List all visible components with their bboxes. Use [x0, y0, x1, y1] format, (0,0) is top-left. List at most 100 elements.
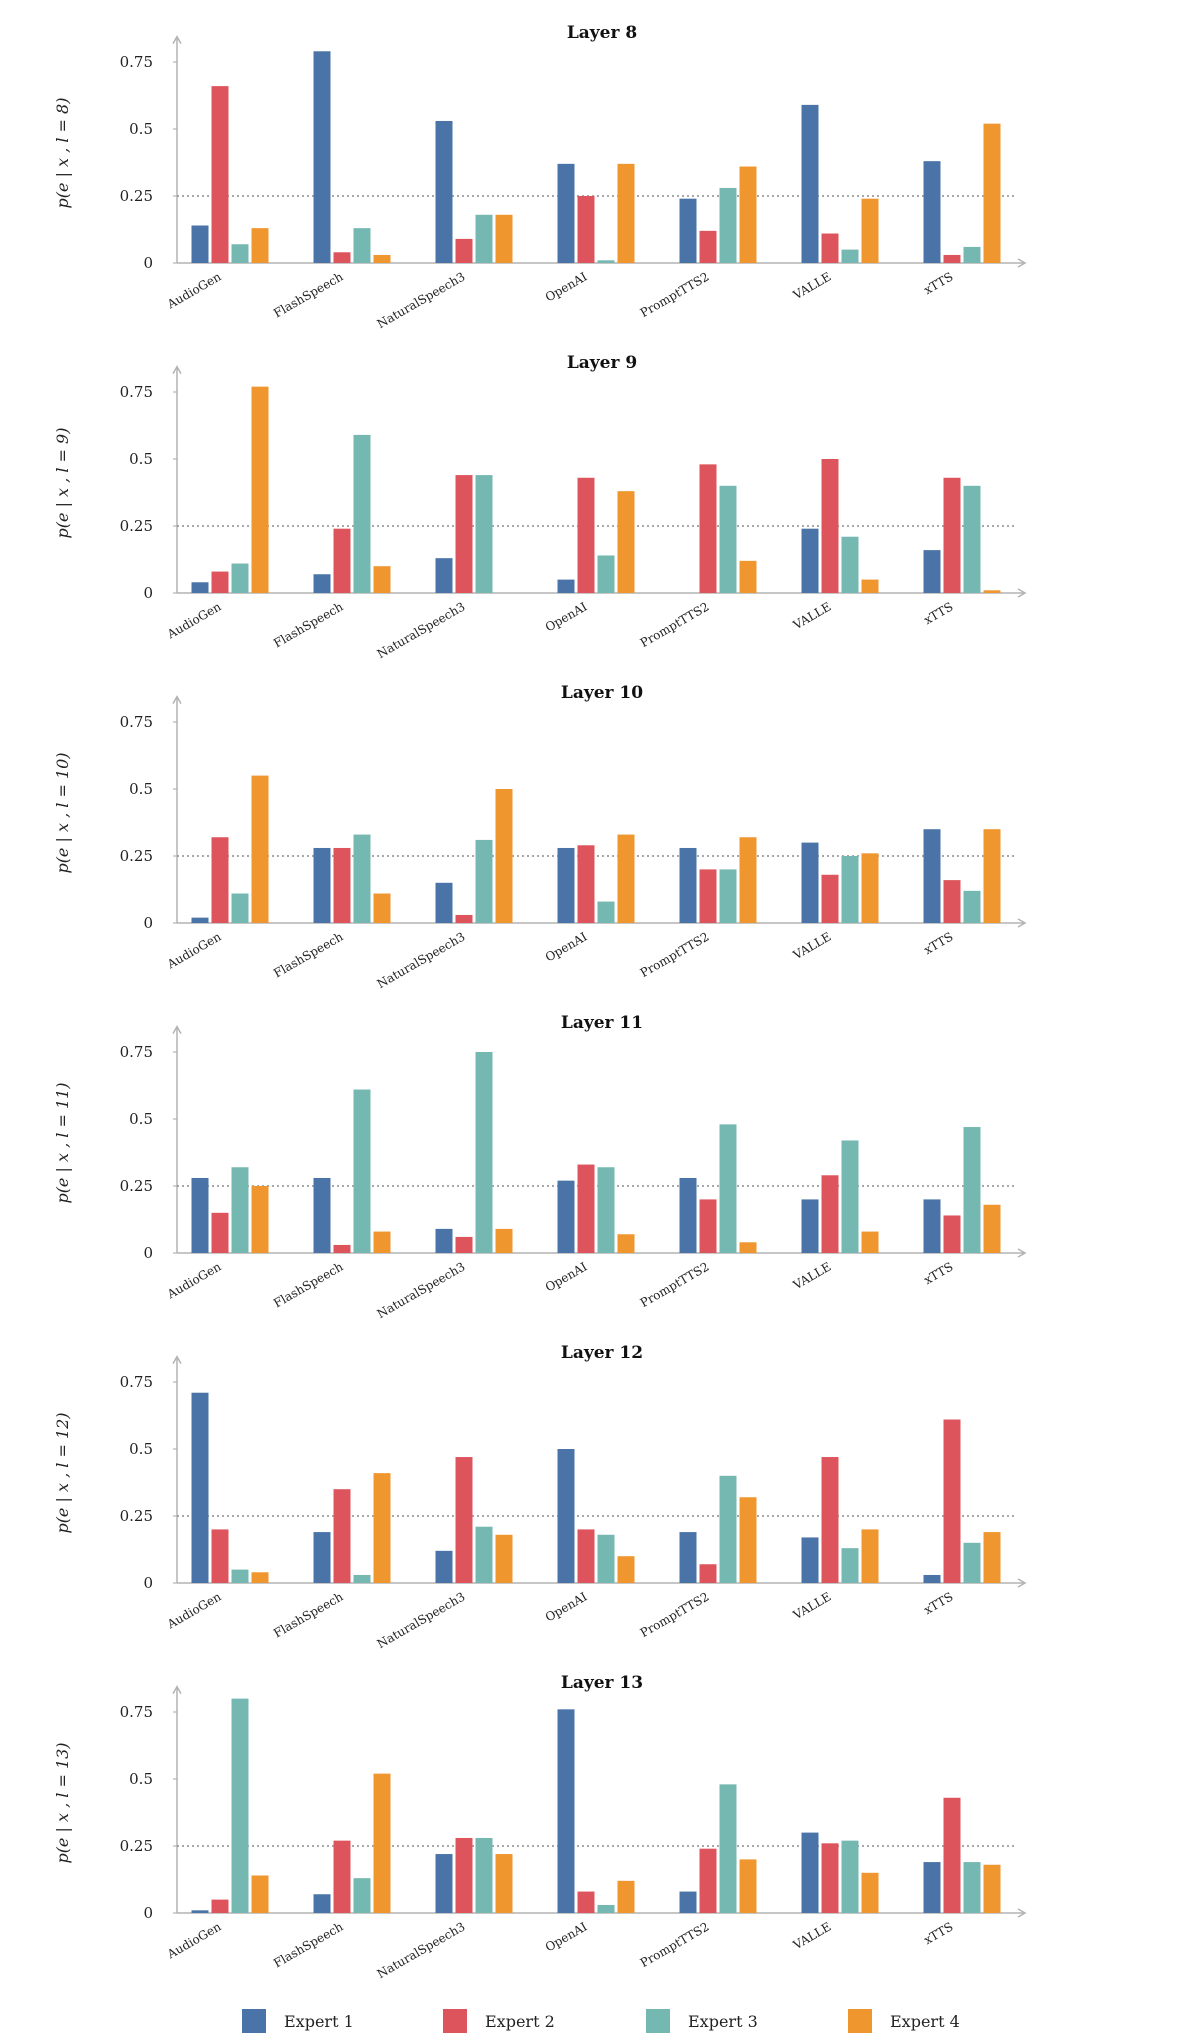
- x-tick-label: PromptTTS2: [638, 1589, 712, 1640]
- y-axis-label: p(e | x , l = 10): [53, 752, 72, 873]
- bar: [251, 1875, 269, 1913]
- bar: [373, 566, 391, 593]
- bar: [963, 1127, 981, 1253]
- x-tick-label: FlashSpeech: [271, 1259, 346, 1310]
- y-axis-label: p(e | x , l = 12): [53, 1412, 72, 1533]
- bar: [231, 1569, 249, 1583]
- y-tick-label: 0.5: [129, 1440, 153, 1458]
- bar: [841, 1840, 859, 1913]
- bar: [495, 214, 513, 263]
- bar: [821, 459, 839, 593]
- bar: [373, 893, 391, 923]
- chart-panel: Layer 13 p(e | x , l = 13) 0 0.25 0.5 0.75 Aud…: [53, 1673, 1027, 1981]
- bar: [617, 1556, 635, 1583]
- bar: [211, 571, 229, 593]
- bar: [617, 834, 635, 923]
- bar: [841, 249, 859, 263]
- bar: [353, 228, 371, 263]
- bar: [801, 1832, 819, 1913]
- legend-swatch: [646, 2009, 670, 2033]
- bar: [495, 1854, 513, 1913]
- bar: [801, 842, 819, 923]
- bar: [719, 1124, 737, 1253]
- bar: [699, 1199, 717, 1253]
- bar: [983, 590, 1001, 593]
- bar: [373, 1473, 391, 1583]
- x-tick-label: AudioGen: [164, 269, 224, 312]
- bar: [821, 1457, 839, 1583]
- bar: [943, 477, 961, 593]
- bar: [251, 775, 269, 923]
- bar: [475, 1837, 493, 1913]
- bar: [699, 869, 717, 923]
- x-tick-label: NaturalSpeech3: [375, 599, 468, 661]
- bar: [435, 1228, 453, 1253]
- y-tick-label: 0.75: [120, 713, 153, 731]
- bar: [231, 563, 249, 593]
- bar: [679, 1532, 697, 1583]
- y-tick-label: 0: [143, 1904, 153, 1922]
- x-tick-label: FlashSpeech: [271, 599, 346, 650]
- x-tick-label: FlashSpeech: [271, 1589, 346, 1640]
- bar: [211, 1899, 229, 1913]
- bar: [841, 1548, 859, 1583]
- bar: [333, 1840, 351, 1913]
- y-tick-label: 0.25: [120, 847, 153, 865]
- x-tick-label: OpenAI: [543, 1259, 590, 1294]
- bar: [719, 1784, 737, 1913]
- x-tick-label: xTTS: [921, 599, 955, 627]
- bar: [557, 1449, 575, 1583]
- bar: [597, 1534, 615, 1583]
- bar: [313, 574, 331, 593]
- bar: [557, 847, 575, 923]
- bar: [495, 1534, 513, 1583]
- bar: [333, 528, 351, 593]
- x-tick-label: PromptTTS2: [638, 599, 712, 650]
- y-tick-label: 0.75: [120, 383, 153, 401]
- x-tick-label: FlashSpeech: [271, 1919, 346, 1970]
- bar: [191, 225, 209, 263]
- bar: [333, 847, 351, 923]
- bar: [231, 1167, 249, 1253]
- y-tick-label: 0.25: [120, 1507, 153, 1525]
- bar: [211, 86, 229, 264]
- bar: [719, 869, 737, 923]
- bar: [333, 1489, 351, 1583]
- x-tick-label: VALLE: [790, 929, 834, 962]
- bar: [617, 1234, 635, 1253]
- bar: [475, 475, 493, 593]
- legend-swatch: [443, 2009, 467, 2033]
- y-tick-label: 0.5: [129, 120, 153, 138]
- x-tick-label: AudioGen: [164, 1259, 224, 1302]
- bar: [861, 1231, 879, 1253]
- bar: [251, 386, 269, 593]
- bar: [475, 1526, 493, 1583]
- x-tick-label: NaturalSpeech3: [375, 929, 468, 991]
- bar: [841, 536, 859, 593]
- bar: [963, 1862, 981, 1913]
- bar: [821, 1175, 839, 1253]
- y-tick-label: 0: [143, 1244, 153, 1262]
- panel-title: Layer 9: [567, 353, 637, 373]
- bar: [963, 246, 981, 263]
- x-tick-label: FlashSpeech: [271, 269, 346, 320]
- y-tick-label: 0.25: [120, 1837, 153, 1855]
- bar: [679, 1177, 697, 1253]
- bar: [333, 1244, 351, 1253]
- y-tick-label: 0: [143, 914, 153, 932]
- bar: [699, 230, 717, 263]
- x-tick-label: PromptTTS2: [638, 1259, 712, 1310]
- x-tick-label: PromptTTS2: [638, 269, 712, 320]
- bar: [557, 163, 575, 263]
- bar: [699, 1848, 717, 1913]
- bar: [841, 856, 859, 923]
- bar: [495, 789, 513, 923]
- bar: [313, 1532, 331, 1583]
- bar: [435, 558, 453, 593]
- x-axis-arrow: [1017, 1578, 1027, 1588]
- y-axis-label: p(e | x , l = 13): [53, 1742, 72, 1863]
- bar: [495, 1228, 513, 1253]
- y-tick-label: 0.25: [120, 187, 153, 205]
- bar: [251, 228, 269, 263]
